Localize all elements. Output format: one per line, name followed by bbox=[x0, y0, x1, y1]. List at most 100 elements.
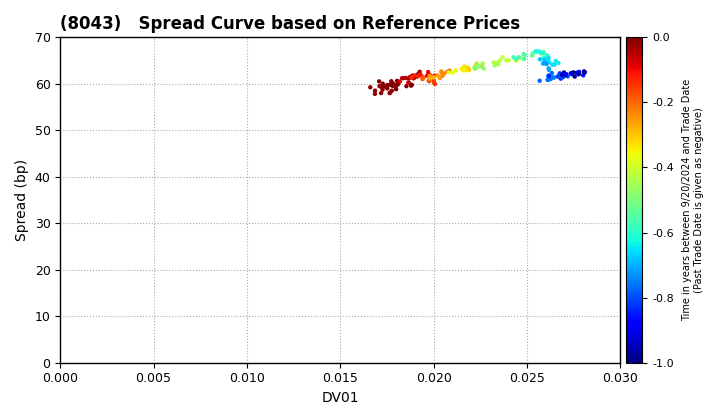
Point bbox=[567, 70, 578, 76]
Point bbox=[569, 73, 580, 80]
Point bbox=[406, 72, 418, 79]
Point bbox=[390, 82, 401, 89]
Point bbox=[555, 73, 567, 80]
Point bbox=[555, 75, 567, 82]
Point bbox=[573, 71, 585, 78]
Point bbox=[510, 58, 522, 64]
Point bbox=[469, 65, 481, 72]
Point bbox=[550, 58, 562, 64]
Point bbox=[404, 74, 415, 81]
Point bbox=[425, 75, 436, 82]
Point bbox=[423, 77, 435, 84]
Y-axis label: Spread (bp): Spread (bp) bbox=[15, 159, 29, 241]
Point bbox=[557, 72, 568, 79]
Y-axis label: Time in years between 9/20/2024 and Trade Date
(Past Trade Date is given as nega: Time in years between 9/20/2024 and Trad… bbox=[683, 79, 704, 321]
Point bbox=[462, 64, 473, 71]
Point bbox=[557, 74, 569, 80]
Point bbox=[423, 77, 435, 84]
Text: (8043)   Spread Curve based on Reference Prices: (8043) Spread Curve based on Reference P… bbox=[60, 15, 521, 33]
Point bbox=[544, 72, 555, 79]
Point bbox=[384, 81, 396, 88]
Point bbox=[477, 60, 488, 67]
Point bbox=[402, 75, 414, 82]
Point bbox=[573, 68, 585, 75]
Point bbox=[546, 70, 557, 76]
Point bbox=[457, 67, 469, 74]
Point bbox=[402, 79, 414, 86]
Point bbox=[377, 86, 388, 93]
Point bbox=[518, 50, 529, 57]
Point bbox=[543, 73, 554, 80]
Point bbox=[423, 69, 434, 76]
Point bbox=[534, 48, 546, 55]
Point bbox=[436, 68, 447, 75]
Point bbox=[476, 63, 487, 69]
Point bbox=[382, 81, 393, 88]
X-axis label: DV01: DV01 bbox=[321, 391, 359, 405]
Point bbox=[541, 60, 552, 67]
Point bbox=[567, 69, 579, 76]
Point bbox=[565, 70, 577, 76]
Point bbox=[548, 74, 559, 81]
Point bbox=[377, 80, 389, 87]
Point bbox=[510, 56, 521, 63]
Point bbox=[534, 56, 546, 63]
Point bbox=[394, 78, 405, 85]
Point bbox=[459, 63, 470, 70]
Point bbox=[406, 81, 418, 88]
Point bbox=[578, 68, 590, 75]
Point bbox=[428, 74, 440, 81]
Point bbox=[392, 81, 404, 87]
Point bbox=[376, 83, 387, 89]
Point bbox=[418, 74, 429, 81]
Point bbox=[579, 69, 590, 76]
Point bbox=[492, 59, 504, 66]
Point bbox=[447, 69, 459, 76]
Point bbox=[542, 73, 554, 79]
Point bbox=[541, 52, 552, 58]
Point bbox=[508, 54, 519, 60]
Point bbox=[494, 57, 505, 64]
Point bbox=[503, 57, 514, 64]
Point bbox=[434, 75, 446, 81]
Point bbox=[375, 90, 387, 97]
Point bbox=[548, 74, 559, 81]
Point bbox=[400, 75, 411, 81]
Point bbox=[513, 54, 525, 60]
Point bbox=[369, 87, 381, 94]
Point bbox=[471, 60, 482, 67]
Point bbox=[559, 71, 570, 77]
Point bbox=[429, 81, 441, 87]
Point bbox=[542, 76, 554, 83]
Point bbox=[541, 52, 553, 59]
Point bbox=[542, 76, 554, 83]
Point bbox=[538, 54, 549, 61]
Point bbox=[470, 65, 482, 72]
Point bbox=[414, 71, 426, 78]
Point bbox=[456, 66, 467, 72]
Point bbox=[542, 58, 554, 65]
Point bbox=[408, 75, 420, 81]
Point bbox=[566, 71, 577, 78]
Point bbox=[369, 91, 381, 97]
Point bbox=[537, 50, 549, 57]
Point bbox=[396, 75, 408, 81]
Point bbox=[387, 80, 399, 87]
Point bbox=[432, 72, 444, 79]
Point bbox=[572, 70, 584, 76]
Point bbox=[406, 74, 418, 81]
Point bbox=[537, 60, 549, 67]
Point bbox=[549, 61, 560, 68]
Point bbox=[386, 87, 397, 94]
Point bbox=[404, 74, 415, 81]
Point bbox=[541, 55, 553, 61]
Point bbox=[425, 72, 436, 79]
Point bbox=[377, 81, 389, 88]
Point bbox=[444, 68, 455, 74]
Point bbox=[539, 56, 550, 63]
Point bbox=[376, 84, 387, 90]
Point bbox=[423, 78, 435, 84]
Point bbox=[417, 76, 428, 82]
Point bbox=[555, 74, 567, 81]
Point bbox=[411, 73, 423, 80]
